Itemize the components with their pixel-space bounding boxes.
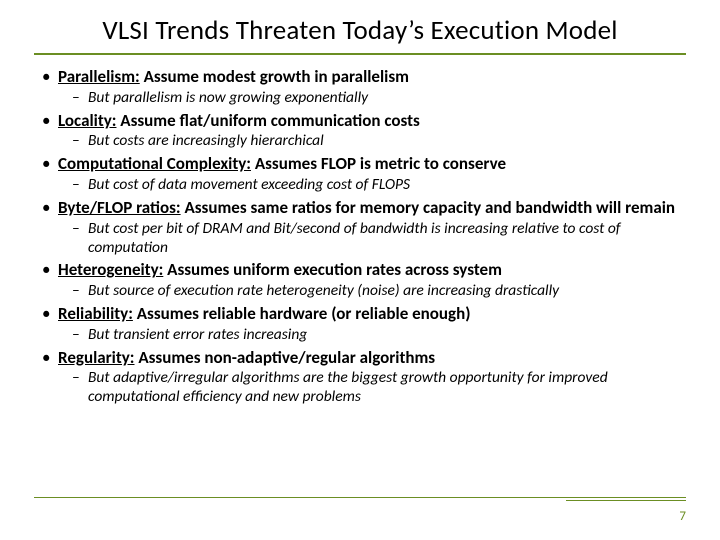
bullet-rest: Assumes reliable hardware (or reliable e… [133,303,471,324]
bullet-lead: Heterogeneity: [58,259,163,280]
slide: VLSI Trends Threaten Today’s Execution M… [0,0,720,540]
bullet-item: Regularity: Assumes non-adaptive/regular… [36,348,686,369]
bullet-item: Locality: Assume flat/uniform communicat… [36,111,686,132]
sub-bullet: But adaptive/irregular algorithms are th… [36,369,686,407]
page-number: 7 [679,509,686,524]
bullet-rest: Assume flat/uniform communication costs [116,110,419,131]
slide-title: VLSI Trends Threaten Today’s Execution M… [34,14,686,55]
bullet-item: Parallelism: Assume modest growth in par… [36,67,686,88]
bullet-content: Parallelism: Assume modest growth in par… [34,67,686,407]
bullet-lead: Computational Complexity: [58,153,251,174]
bullet-item: Reliability: Assumes reliable hardware (… [36,304,686,325]
bullet-lead: Regularity: [58,347,134,368]
bullet-rest: Assumes same ratios for memory capacity … [181,197,675,218]
sub-bullet: But cost per bit of DRAM and Bit/second … [36,220,686,258]
bullet-item: Heterogeneity: Assumes uniform execution… [36,260,686,281]
bullet-lead: Byte/FLOP ratios: [58,197,181,218]
bullet-item: Computational Complexity: Assumes FLOP i… [36,154,686,175]
footer-divider [34,497,686,498]
bullet-rest: Assumes FLOP is metric to conserve [251,153,506,174]
sub-bullet: But parallelism is now growing exponenti… [36,89,686,108]
sub-bullet: But costs are increasingly hierarchical [36,132,686,151]
sub-bullet: But cost of data movement exceeding cost… [36,176,686,195]
bullet-item: Byte/FLOP ratios: Assumes same ratios fo… [36,198,686,219]
sub-bullet: But source of execution rate heterogenei… [36,282,686,301]
bullet-lead: Reliability: [58,303,133,324]
sub-bullet: But transient error rates increasing [36,326,686,345]
bullet-rest: Assumes uniform execution rates across s… [163,259,502,280]
bullet-rest: Assume modest growth in parallelism [140,66,409,87]
bullet-lead: Parallelism: [58,66,140,87]
bullet-rest: Assumes non-adaptive/regular algorithms [134,347,435,368]
bullet-lead: Locality: [58,110,116,131]
